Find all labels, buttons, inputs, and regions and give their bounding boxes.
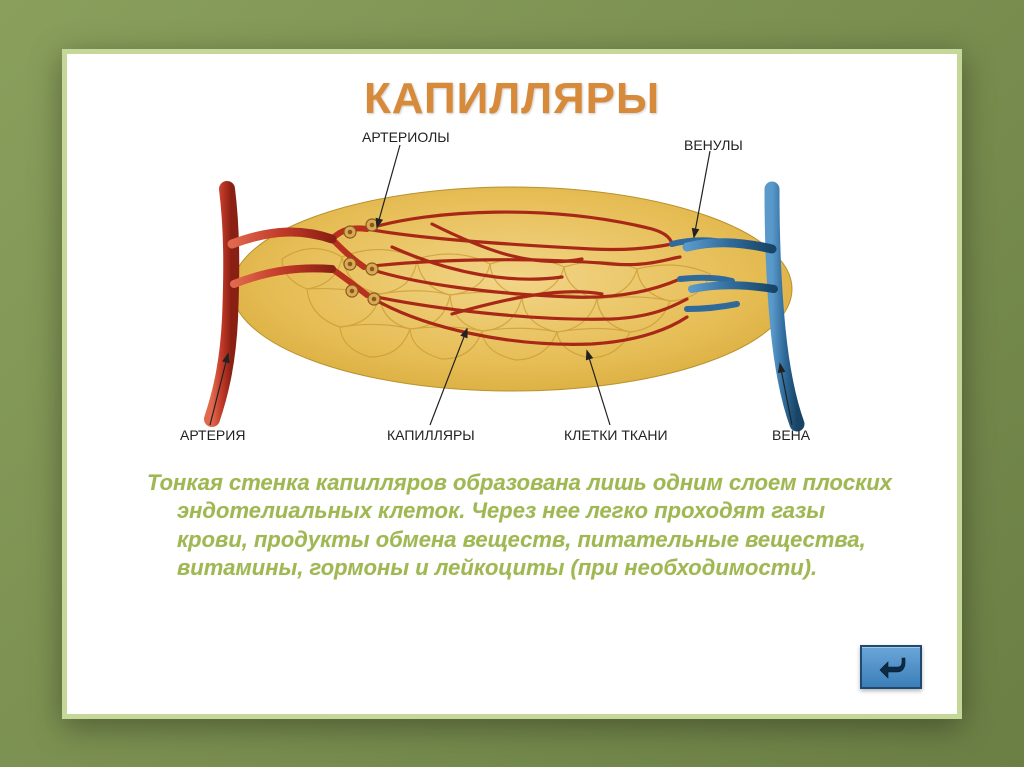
vein-branch2 (692, 285, 774, 289)
slide: КАПИЛЛЯРЫ (62, 49, 962, 719)
return-icon (876, 654, 906, 680)
return-button[interactable] (860, 645, 922, 689)
label-artery: АРТЕРИЯ (180, 427, 245, 443)
page-title: КАПИЛЛЯРЫ (117, 74, 907, 124)
diagram-svg (132, 129, 892, 459)
label-tissue-cells: КЛЕТКИ ТКАНИ (564, 427, 668, 443)
label-arterioles: АРТЕРИОЛЫ (362, 129, 450, 145)
label-venules: ВЕНУЛЫ (684, 137, 743, 153)
description-text: Тонкая стенка капилляров образована лишь… (147, 469, 907, 583)
label-vein: ВЕНА (772, 427, 810, 443)
artery (212, 189, 231, 419)
capillary-diagram: АРТЕРИОЛЫ ВЕНУЛЫ АРТЕРИЯ КАПИЛЛЯРЫ КЛЕТК… (132, 129, 892, 459)
label-capillaries: КАПИЛЛЯРЫ (387, 427, 475, 443)
